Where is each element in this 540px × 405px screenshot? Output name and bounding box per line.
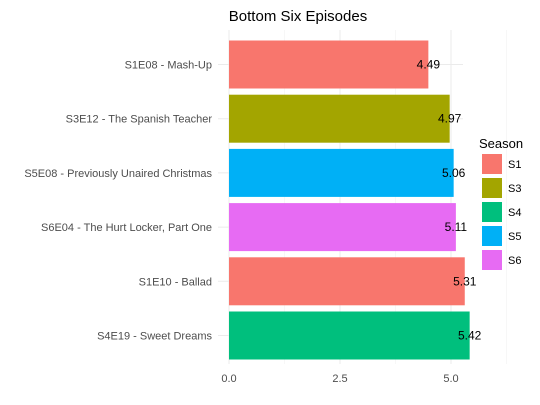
legend-label: S1 (508, 159, 521, 171)
data-label: 5.06 (442, 166, 466, 180)
chart-title: Bottom Six Episodes (229, 8, 367, 25)
bar (229, 40, 429, 89)
data-label: 4.97 (438, 112, 462, 126)
data-label: 4.49 (417, 58, 441, 72)
category-label: S1E10 - Ballad (139, 276, 212, 288)
category-label: S5E08 - Previously Unaired Christmas (24, 168, 212, 180)
legend-swatch (482, 154, 502, 174)
data-label: 5.42 (458, 329, 482, 343)
category-label: S1E08 - Mash-Up (125, 60, 212, 72)
data-label: 5.31 (453, 274, 477, 288)
legend-label: S4 (508, 207, 521, 219)
bars (229, 40, 470, 360)
legend-label: S3 (508, 183, 521, 195)
legend-swatch (482, 178, 502, 198)
x-tick-label: 5.0 (443, 373, 458, 385)
x-tick-label: 2.5 (332, 373, 347, 385)
legend-label: S6 (508, 255, 521, 267)
bar (229, 257, 465, 306)
bar (229, 94, 450, 143)
data-labels: 4.49 4.97 5.06 5.11 5.31 5.42 (417, 58, 482, 343)
x-tick-label: 0.0 (221, 373, 236, 385)
legend-swatch (482, 250, 502, 270)
category-label: S4E19 - Sweet Dreams (97, 331, 212, 343)
legend: Season S1 S3 S4 S5 S6 (479, 136, 523, 270)
bar (229, 148, 454, 197)
category-label: S6E04 - The Hurt Locker, Part One (41, 222, 212, 234)
legend-swatch (482, 202, 502, 222)
legend-label: S5 (508, 231, 521, 243)
category-labels: S1E08 - Mash-Up S3E12 - The Spanish Teach… (24, 60, 212, 343)
legend-title: Season (479, 136, 523, 151)
data-label: 5.11 (445, 220, 468, 234)
bar (229, 311, 470, 360)
legend-swatch (482, 226, 502, 246)
bar (229, 203, 456, 252)
x-axis-ticks: 0.02.55.07.510.0 (221, 373, 458, 385)
category-label: S3E12 - The Spanish Teacher (66, 114, 213, 126)
